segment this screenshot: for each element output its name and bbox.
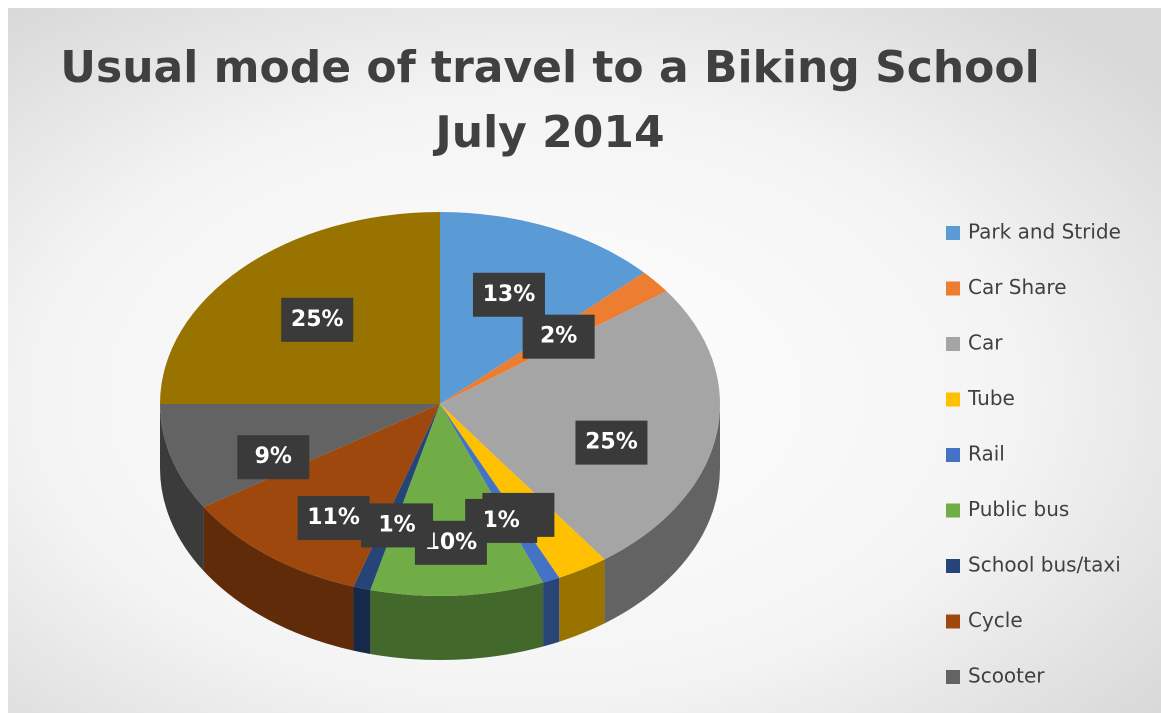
pie-slice-side: [543, 577, 560, 647]
legend-label: School bus/taxi: [968, 553, 1121, 577]
pie-slice-side: [203, 506, 354, 651]
pie-slice-side: [559, 559, 605, 642]
pie-slice: [440, 404, 605, 578]
legend-swatch: [946, 337, 960, 351]
legend-swatch: [946, 670, 960, 684]
data-label-box: [281, 297, 354, 342]
pie-slice-side: [353, 586, 371, 654]
legend-label: Car: [968, 331, 1003, 355]
legend-swatch: [946, 226, 960, 240]
legend-label: Rail: [968, 442, 1005, 466]
data-label-box: [237, 435, 310, 480]
legend-label: Scooter: [968, 664, 1045, 688]
left-strip: [0, 0, 8, 713]
legend-label: Park and Stride: [968, 220, 1121, 244]
legend-label: Cycle: [968, 608, 1023, 632]
pie-slice-side: [370, 582, 544, 661]
chart-title: Usual mode of travel to a Biking School: [60, 42, 1039, 93]
legend-label: Tube: [967, 386, 1015, 410]
data-label: 10%: [425, 530, 478, 555]
legend-swatch: [946, 448, 960, 462]
pie-slice-side: [160, 404, 204, 571]
data-label-box: [472, 272, 545, 317]
data-label: 25%: [585, 430, 638, 455]
legend-swatch: [946, 559, 960, 573]
data-label: 13%: [483, 282, 536, 307]
data-label-box: [522, 314, 595, 359]
legend-label: Car Share: [968, 275, 1067, 299]
data-label: 2%: [540, 324, 577, 349]
legend-label: Public bus: [968, 497, 1069, 521]
data-label: 25%: [291, 307, 344, 332]
data-label: 9%: [255, 444, 292, 469]
chart-subtitle: July 2014: [432, 107, 664, 158]
data-label: 1%: [378, 512, 415, 537]
data-label-box: [297, 496, 370, 541]
data-label-box: [575, 420, 648, 465]
top-strip: [0, 0, 1161, 8]
data-label: 11%: [307, 505, 360, 530]
legend-swatch: [946, 503, 960, 518]
pie-slice: [203, 404, 440, 587]
legend-swatch: [946, 614, 960, 629]
data-label-box: [361, 503, 434, 548]
legend-swatch: [946, 392, 960, 407]
data-label: 1%: [482, 508, 519, 533]
pie-slice-side: [604, 404, 720, 624]
legend-swatch: [946, 281, 960, 296]
pie-slice: [370, 404, 544, 596]
